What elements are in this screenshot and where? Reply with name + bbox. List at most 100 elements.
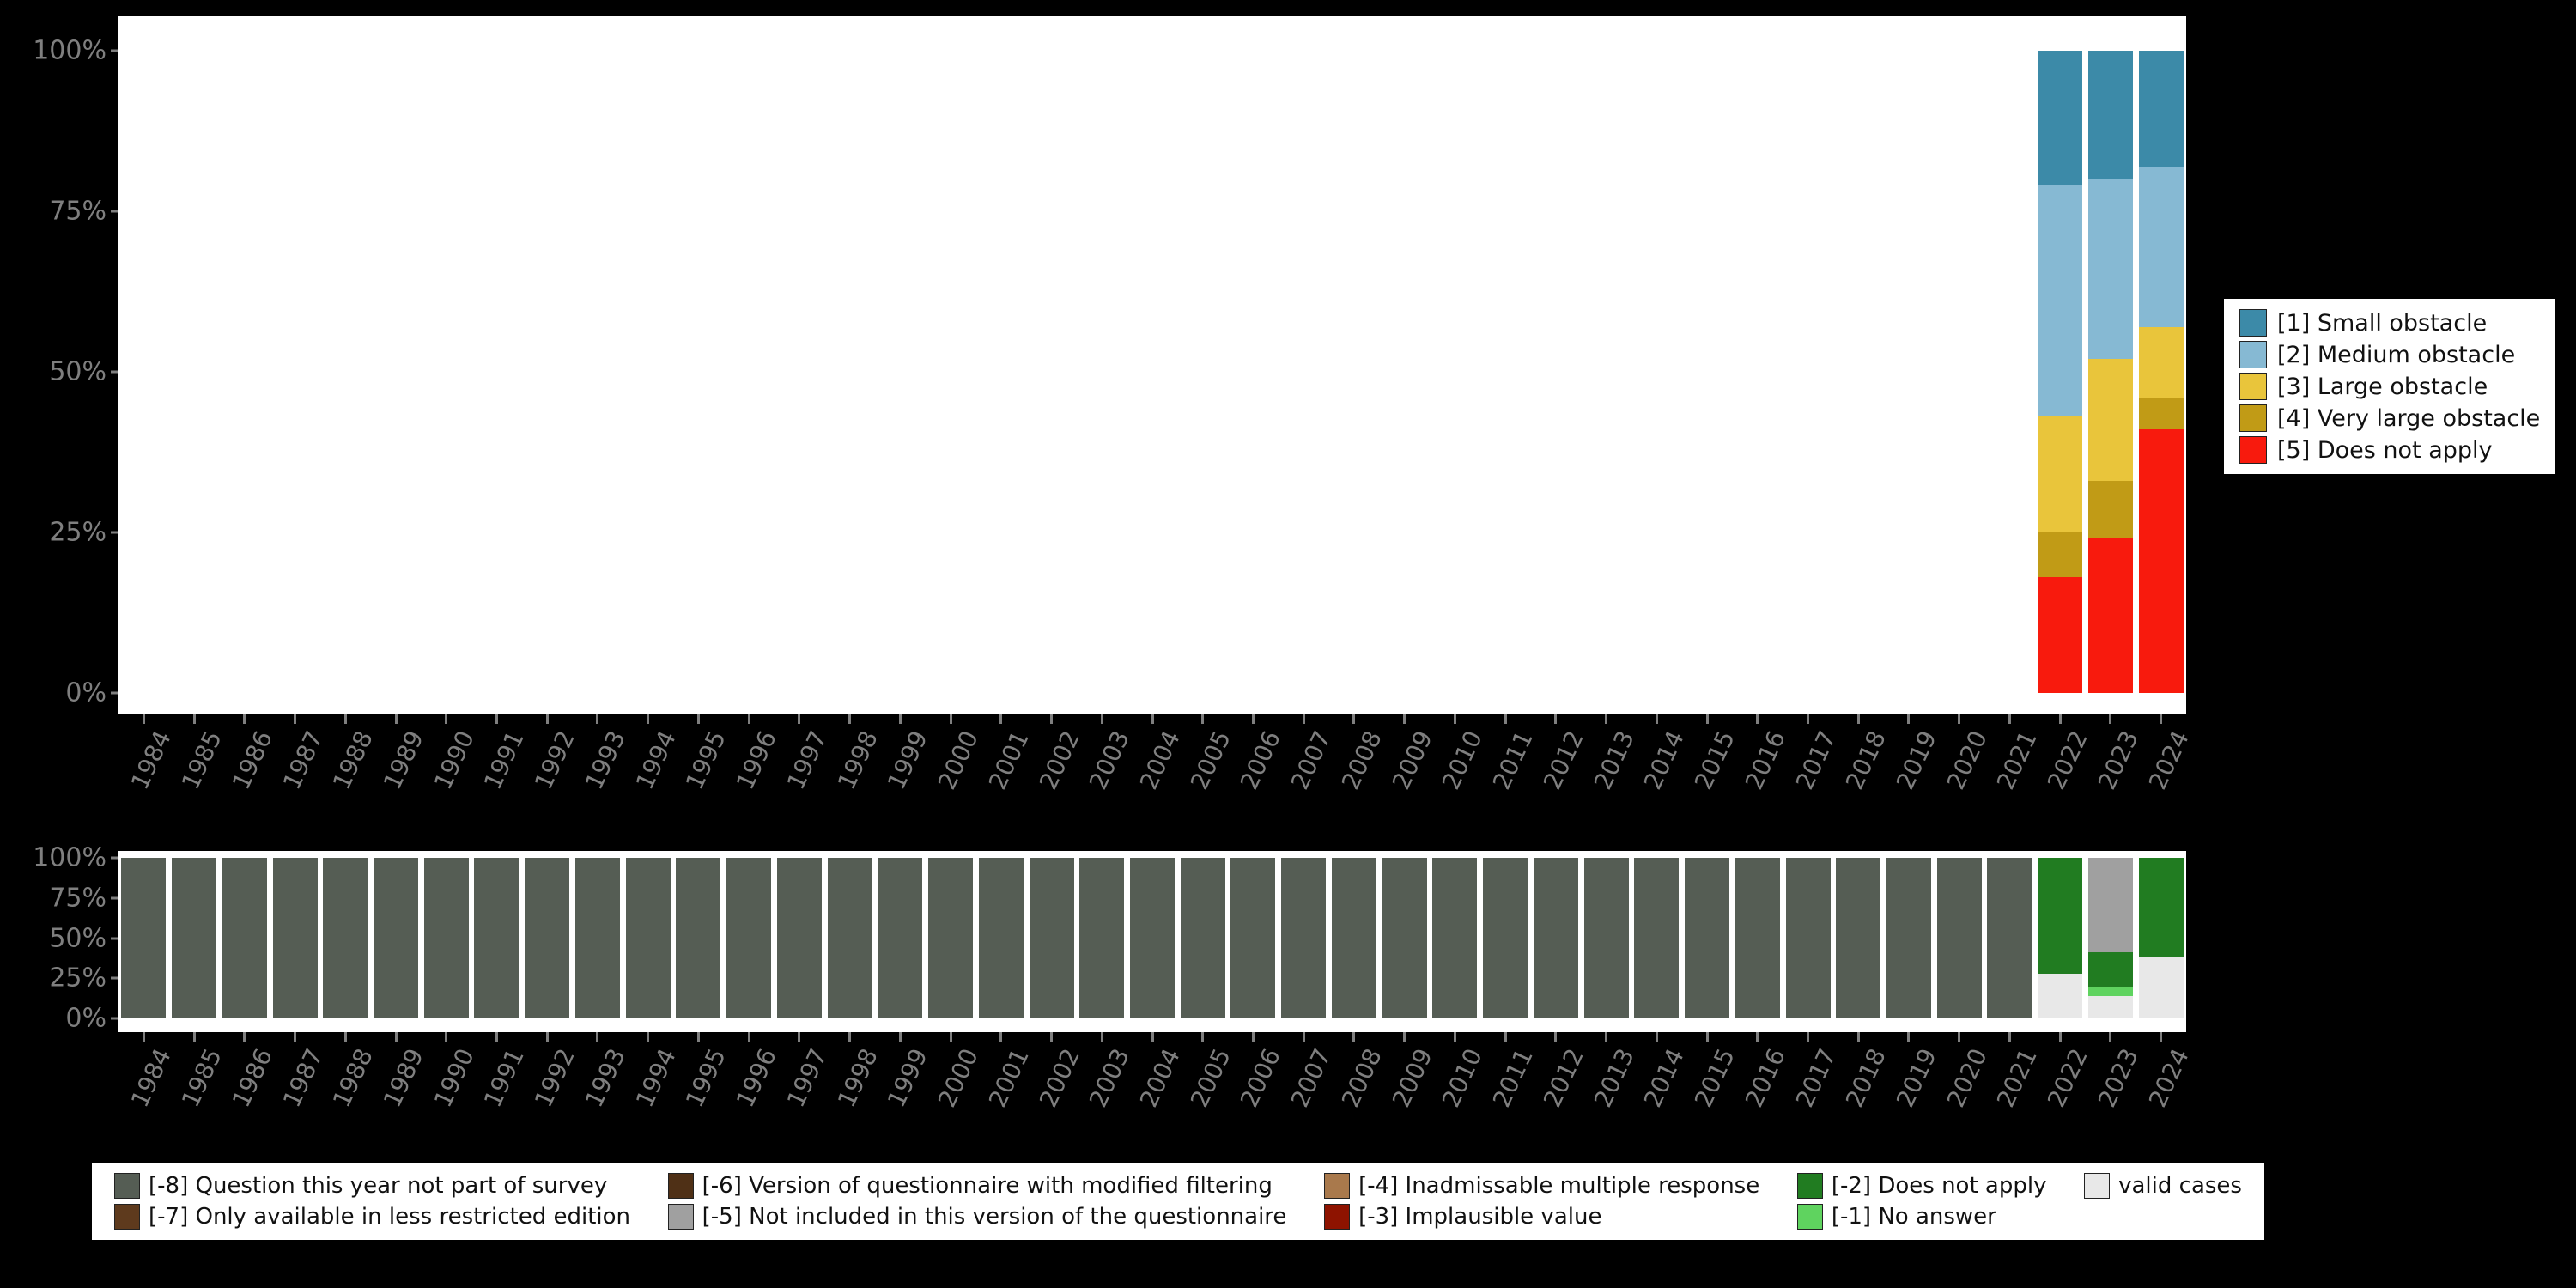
x-tick-label: 1990 bbox=[428, 1044, 480, 1112]
x-axis-tick bbox=[445, 714, 448, 724]
x-axis-tick bbox=[1907, 714, 1911, 724]
legend-label: [4] Very large obstacle bbox=[2277, 404, 2541, 432]
legend-swatch bbox=[1324, 1173, 1351, 1199]
x-axis-tick bbox=[243, 714, 246, 724]
x-tick-label: 2007 bbox=[1285, 1044, 1338, 1112]
bar-segment bbox=[2087, 952, 2133, 987]
x-tick-label: 2024 bbox=[2142, 1044, 2195, 1112]
x-axis-tick bbox=[1907, 1032, 1911, 1042]
bar-segment bbox=[625, 858, 671, 1018]
bar-2022 bbox=[2038, 51, 2083, 693]
legend-swatch bbox=[667, 1204, 694, 1230]
y-axis-tick bbox=[111, 1017, 118, 1020]
bar-segment bbox=[676, 858, 721, 1018]
x-tick-label: 2009 bbox=[1386, 1044, 1438, 1112]
y-axis-tick bbox=[111, 49, 118, 52]
bar-2021 bbox=[1987, 858, 2032, 1018]
bar-segment bbox=[2087, 51, 2133, 179]
x-axis-tick bbox=[1302, 714, 1305, 724]
x-tick-label: 2013 bbox=[1588, 1044, 1640, 1112]
legend-item: [5] Does not apply bbox=[2239, 436, 2540, 464]
bar-2024 bbox=[2138, 51, 2184, 694]
y-axis-tick bbox=[111, 976, 118, 980]
bar-segment bbox=[423, 858, 469, 1018]
x-axis-tick bbox=[1958, 714, 1961, 724]
legend-swatch bbox=[114, 1204, 140, 1230]
bar-2011 bbox=[1483, 858, 1528, 1018]
x-tick-label: 1984 bbox=[125, 1044, 178, 1112]
bar-1996 bbox=[726, 858, 772, 1018]
bar-segment bbox=[222, 858, 267, 1018]
y-tick-label: 50% bbox=[49, 356, 106, 387]
bar-1993 bbox=[574, 858, 620, 1018]
bar-segment bbox=[2138, 397, 2184, 430]
legend-label: [-2] Does not apply bbox=[1831, 1173, 2047, 1199]
legend-item: [1] Small obstacle bbox=[2239, 309, 2540, 337]
x-axis-tick bbox=[394, 714, 398, 724]
bar-1997 bbox=[776, 858, 822, 1018]
bar-segment bbox=[1685, 858, 1730, 1018]
x-axis-tick bbox=[747, 1032, 750, 1042]
y-tick-label: 25% bbox=[49, 963, 106, 993]
bar-segment bbox=[272, 858, 318, 1018]
x-axis-tick bbox=[1605, 1032, 1608, 1042]
legend-swatch bbox=[114, 1173, 140, 1199]
x-axis-tick bbox=[1807, 714, 1809, 724]
bar-1995 bbox=[676, 858, 721, 1018]
legend-label: [-4] Inadmissable multiple response bbox=[1358, 1173, 1760, 1199]
y-tick-label: 75% bbox=[49, 883, 106, 914]
x-tick-label: 2012 bbox=[1537, 1044, 1589, 1112]
x-tick-label: 2011 bbox=[1486, 1044, 1540, 1112]
bar-segment bbox=[2087, 858, 2133, 953]
bar-segment bbox=[1836, 858, 1881, 1018]
x-axis-tick bbox=[2109, 714, 2112, 724]
bar-2009 bbox=[1382, 858, 1427, 1018]
x-axis-tick bbox=[1856, 714, 1860, 724]
x-tick-label: 2010 bbox=[1437, 1044, 1489, 1112]
x-axis-tick bbox=[1605, 714, 1608, 724]
x-axis-tick bbox=[1352, 1032, 1356, 1042]
x-axis-tick bbox=[798, 1032, 801, 1042]
bar-2013 bbox=[1583, 858, 1629, 1018]
bar-segment bbox=[928, 858, 974, 1018]
bar-2024 bbox=[2138, 858, 2184, 1018]
y-tick-label: 75% bbox=[49, 196, 106, 227]
bar-2017 bbox=[1785, 858, 1831, 1018]
bar-segment bbox=[827, 858, 872, 1018]
x-axis-tick bbox=[596, 714, 599, 724]
legend-label: [5] Does not apply bbox=[2277, 436, 2493, 464]
bar-segment bbox=[1382, 858, 1427, 1018]
bar-2020 bbox=[1936, 858, 1982, 1018]
bar-1988 bbox=[323, 858, 368, 1018]
x-tick-label: 2000 bbox=[932, 1044, 984, 1112]
bar-segment bbox=[776, 858, 822, 1018]
x-axis-tick bbox=[294, 714, 297, 724]
x-axis-tick bbox=[1705, 1032, 1709, 1042]
bar-segment bbox=[1180, 858, 1225, 1018]
bar-2023 bbox=[2087, 858, 2133, 1018]
legend-swatch bbox=[2239, 309, 2267, 337]
x-axis-tick bbox=[999, 1032, 1003, 1042]
bar-segment bbox=[2087, 538, 2133, 693]
legend-item: [-8] Question this year not part of surv… bbox=[114, 1173, 630, 1199]
bar-segment bbox=[2038, 973, 2083, 1018]
x-axis-tick bbox=[1554, 714, 1558, 724]
legend-swatch bbox=[2239, 373, 2267, 400]
x-axis-tick bbox=[1554, 1032, 1558, 1042]
legend-swatch bbox=[1324, 1204, 1351, 1230]
bar-segment bbox=[2038, 532, 2083, 578]
x-axis-tick bbox=[545, 714, 549, 724]
bar-2003 bbox=[1079, 858, 1125, 1018]
x-axis-tick bbox=[747, 714, 750, 724]
x-axis-tick bbox=[848, 714, 852, 724]
x-tick-label: 1994 bbox=[629, 1044, 682, 1112]
bar-segment bbox=[121, 858, 167, 1018]
legend-label: valid cases bbox=[2118, 1173, 2242, 1199]
x-tick-label: 1986 bbox=[226, 1044, 278, 1112]
x-tick-label: 1998 bbox=[831, 1044, 884, 1112]
x-axis-tick bbox=[949, 714, 952, 724]
bar-segment bbox=[1735, 858, 1780, 1018]
y-axis-tick bbox=[111, 691, 118, 695]
x-tick-label: 2008 bbox=[1335, 1044, 1388, 1112]
y-axis-tick bbox=[111, 210, 118, 213]
